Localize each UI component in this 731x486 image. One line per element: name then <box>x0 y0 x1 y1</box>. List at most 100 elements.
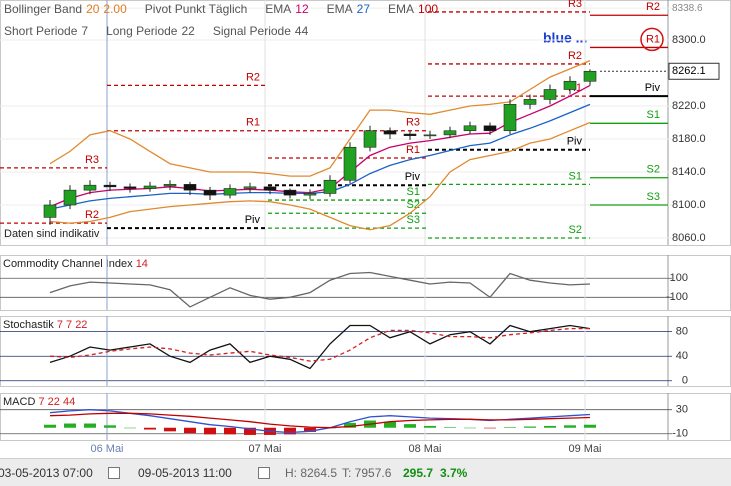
panel-title: Stochastik 7 7 22 <box>3 319 87 331</box>
legend-name: EMA <box>326 2 353 16</box>
legend-name: Short Periode <box>4 24 78 38</box>
legend-item[interactable]: Signal Periode 44 <box>213 24 312 38</box>
legend-param: 12 <box>295 2 309 16</box>
pivot-label: R1 <box>646 33 660 45</box>
legend-param: 22 <box>181 24 195 38</box>
pivot-label: Piv <box>645 82 661 94</box>
pivot-label: S1 <box>647 109 660 121</box>
panel-title-part: MACD <box>3 396 35 408</box>
date-to: 09-05-2013 11:00 <box>138 466 232 480</box>
pivot-label: S1 <box>407 186 420 198</box>
chart: blue ... Daten sind indikativ 8338.6 8300… <box>0 0 731 455</box>
pivot-label: S3 <box>647 191 660 203</box>
histogram-bar <box>464 427 476 429</box>
candle-body <box>163 184 177 187</box>
histogram-bar <box>124 427 136 429</box>
candle-body <box>343 146 357 181</box>
pivot-label: S2 <box>569 224 582 236</box>
histogram-bar <box>204 427 216 435</box>
last-price-label: 8262.1 <box>672 65 706 77</box>
series-line <box>49 324 591 370</box>
panel-title: MACD 7 22 44 <box>3 396 75 408</box>
candle-body <box>323 179 337 194</box>
candle-body <box>383 130 397 135</box>
y-tick-label: 8100.0 <box>672 199 706 211</box>
y-tick-label: 30 <box>676 404 688 416</box>
candle-body <box>223 188 237 196</box>
histogram-bar <box>64 423 76 428</box>
legend-item[interactable]: Pivot Punkt Täglich <box>145 2 252 16</box>
last-price-box <box>668 62 720 80</box>
series-line <box>49 84 591 208</box>
histogram-bar <box>544 425 556 428</box>
pivot-label: S1 <box>569 170 582 182</box>
series-line <box>49 59 591 177</box>
x-tick-label: 08 Mai <box>408 443 441 455</box>
series-line <box>49 103 591 210</box>
y-tick-label: -100 <box>666 291 688 303</box>
y-tick-label: 8140.0 <box>672 166 706 178</box>
candle-body <box>83 184 97 191</box>
x-tick-label: 06 Mai <box>90 443 123 455</box>
candle-body <box>183 184 197 191</box>
y-tick-label: 0 <box>682 375 688 387</box>
legend-item[interactable]: EMA 12 <box>265 2 312 16</box>
histogram-bar <box>84 423 96 428</box>
legend-param: 100 <box>418 2 439 16</box>
candle-body <box>403 133 417 136</box>
y-tick-label: 40 <box>676 350 688 362</box>
pivot-label: S2 <box>407 199 420 211</box>
y-tick-label: 80 <box>676 326 688 338</box>
legend-param: 20 <box>86 2 100 16</box>
pivot-label: R2 <box>85 209 99 221</box>
panel-title-part: 44 <box>63 396 75 408</box>
candle-body <box>563 80 577 90</box>
y-tick-label: -10 <box>672 428 688 440</box>
histogram-bar <box>424 425 436 428</box>
panel-title-part: Stochastik <box>3 319 54 331</box>
histogram-bar <box>304 427 316 432</box>
candle-body <box>303 193 317 196</box>
histogram-bar <box>44 424 56 428</box>
high: H: 8264.5 <box>285 466 338 480</box>
y-tick-label: 8338.6 <box>672 3 703 14</box>
legend: Short Periode 7 Long Periode 22 Signal Perio… <box>4 24 326 38</box>
legend-item[interactable]: EMA 100 <box>388 2 442 16</box>
calendar-icon[interactable] <box>258 467 270 479</box>
pivot-label: Piv <box>405 171 421 183</box>
histogram-bar <box>504 427 516 428</box>
x-tick-label: 09 Mai <box>568 443 601 455</box>
legend-item[interactable]: Bollinger Band 20 2.00 <box>4 2 131 16</box>
y-tick-label: 100 <box>670 272 688 284</box>
disclaimer: Daten sind indikativ <box>4 228 100 240</box>
legend-item[interactable]: EMA 27 <box>327 2 374 16</box>
candle-body <box>203 189 217 196</box>
histogram-bar <box>524 426 536 428</box>
legend-item[interactable]: Short Periode 7 <box>4 24 92 38</box>
pivot-label: R1 <box>246 117 260 129</box>
pivot-label: R1 <box>406 144 420 156</box>
y-tick-label: 8220.0 <box>672 100 706 112</box>
candle-body <box>583 70 597 82</box>
candle-body <box>143 185 157 189</box>
calendar-icon[interactable] <box>108 467 120 479</box>
pivot-label: R2 <box>568 50 582 62</box>
histogram-bar <box>104 425 116 428</box>
legend-name: EMA <box>265 2 292 16</box>
pivot-label: Piv <box>245 214 261 226</box>
pivot-label: R3 <box>406 117 420 129</box>
pivot-label: S3 <box>407 214 420 226</box>
x-tick-label: 07 Mai <box>248 443 281 455</box>
candle-body <box>443 130 457 136</box>
candle-body <box>283 189 297 196</box>
panel-title-part: 7 <box>38 396 44 408</box>
legend-name: Signal Periode <box>212 24 291 38</box>
panel-frame <box>0 316 731 387</box>
series-line <box>49 121 591 231</box>
histogram-bar <box>384 421 396 428</box>
histogram-bar <box>584 424 596 428</box>
legend-name: Bollinger Band <box>4 2 83 16</box>
legend-param: 44 <box>294 24 309 38</box>
legend-item[interactable]: Long Periode 22 <box>106 24 199 38</box>
y-tick-label: 8180.0 <box>672 133 706 145</box>
